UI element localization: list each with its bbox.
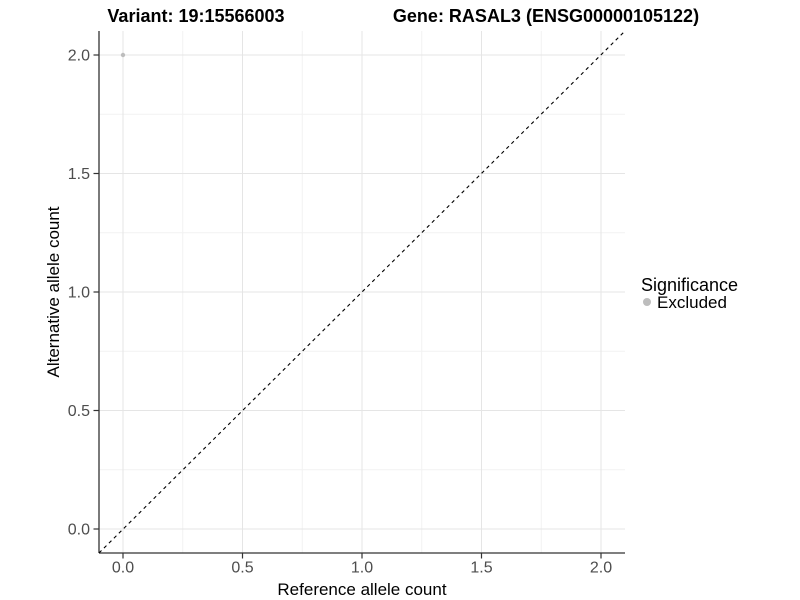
data-point — [120, 52, 126, 58]
x-tick-label: 0.0 — [112, 560, 134, 577]
y-tick-labels: 0.0 0.5 1.0 1.5 2.0 — [68, 48, 90, 539]
x-tick-label: 1.5 — [470, 560, 492, 577]
legend-title: Significance — [641, 275, 738, 295]
data-points — [120, 52, 126, 58]
plot-title-variant: Variant: 19:15566003 — [107, 6, 284, 26]
legend-items: Excluded — [643, 293, 727, 312]
y-tick-label: 1.5 — [68, 166, 90, 183]
x-tick-label: 1.0 — [351, 560, 373, 577]
x-tick-label: 2.0 — [590, 560, 612, 577]
y-tick-label: 1.0 — [68, 285, 90, 302]
legend-key-dot — [643, 298, 651, 306]
grid-major — [99, 31, 625, 553]
y-axis-title: Alternative allele count — [44, 206, 63, 377]
x-tick-labels: 0.0 0.5 1.0 1.5 2.0 — [112, 560, 612, 577]
x-axis-title: Reference allele count — [277, 580, 446, 599]
identity-dashed-line — [98, 30, 626, 554]
legend-item-label: Excluded — [657, 293, 727, 312]
y-tick-label: 0.0 — [68, 522, 90, 539]
plot-title-gene: Gene: RASAL3 (ENSG00000105122) — [393, 6, 699, 26]
y-tick-label: 2.0 — [68, 48, 90, 65]
axis-ticks — [93, 54, 602, 559]
y-tick-label: 0.5 — [68, 403, 90, 420]
x-tick-label: 0.5 — [231, 560, 253, 577]
legend: Significance Excluded — [641, 275, 738, 312]
